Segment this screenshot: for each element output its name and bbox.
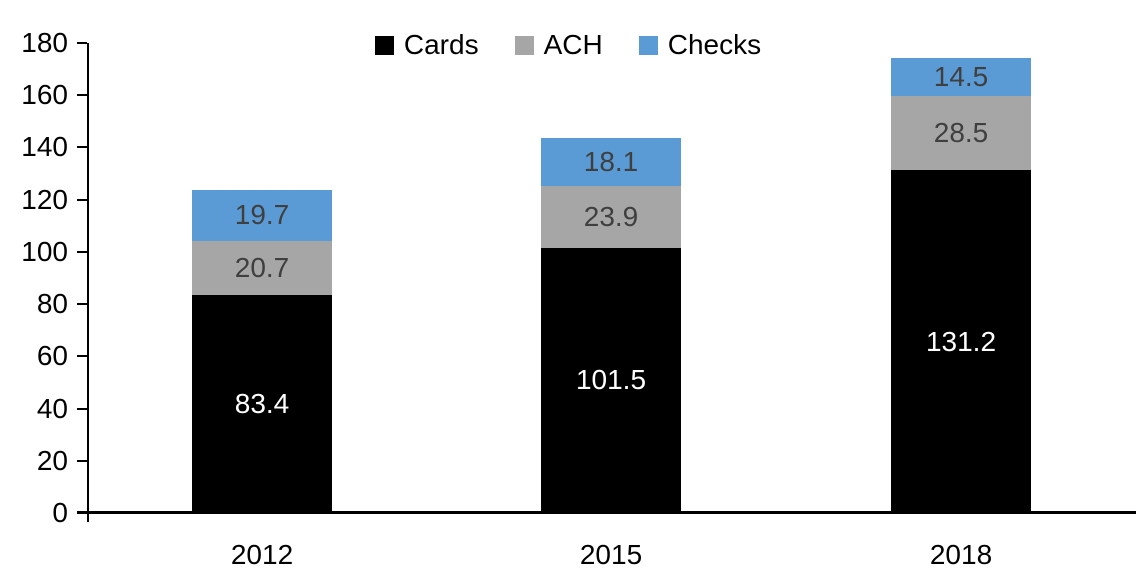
y-tick-label: 100 [21,235,68,267]
y-tick-label: 180 [21,27,68,58]
bar-segment-2012-ach: 20.7 [192,241,332,296]
bar-value-label: 101.5 [575,364,647,396]
bar-value-label: 23.9 [583,200,639,232]
bar-segment-2012-cards: 83.4 [192,295,332,513]
legend-label: Checks [667,29,762,60]
bar-segment-2018-cards: 131.2 [891,170,1031,513]
y-tick-mark [77,146,87,149]
legend-label: ACH [543,29,603,60]
legend-label: Cards [403,29,479,60]
y-tick-mark [77,512,87,514]
x-axis-label-2015: 2015 [579,539,643,570]
bar-segment-2015-ach: 23.9 [541,185,681,248]
x-axis-origin-tick [87,514,89,522]
y-tick-label: 80 [36,288,68,320]
y-tick-mark [77,42,87,44]
y-tick-mark [77,355,87,358]
bar-value-label: 131.2 [925,325,997,357]
legend-swatch-checks [638,35,658,55]
bar-value-label: 19.7 [234,199,290,231]
bar-value-label: 28.5 [933,117,989,149]
y-tick-mark [77,250,87,253]
y-tick-label: 0 [52,497,68,528]
y-axis-line [87,43,89,513]
y-tick-mark [77,303,87,306]
y-tick-label: 120 [21,183,68,215]
x-axis-label-2012: 2012 [230,539,294,570]
y-tick-label: 160 [21,79,68,111]
bar-value-label: 18.1 [583,145,639,177]
y-tick-mark [77,459,87,462]
chart-legend: Cards ACH Checks [0,31,1136,59]
bar-stack-2015: 101.5 23.9 18.1 [541,138,681,513]
bar-value-label: 14.5 [933,61,989,93]
y-tick-label: 40 [36,392,68,424]
bar-segment-2018-checks: 14.5 [891,58,1031,97]
bar-segment-2015-cards: 101.5 [541,247,681,513]
y-tick-label: 140 [21,131,68,163]
bar-value-label: 83.4 [234,388,290,420]
legend-swatch-ach [514,35,534,55]
y-tick-mark [77,94,87,97]
legend-item-cards: Cards [374,29,479,60]
y-tick-mark [77,198,87,201]
bar-segment-2012-checks: 19.7 [192,189,332,242]
bar-stack-2012: 83.4 20.7 19.7 [192,189,332,513]
bar-stack-2018: 131.2 28.5 14.5 [891,58,1031,513]
x-axis-label-2018: 2018 [929,539,993,570]
y-tick-label: 20 [36,444,68,476]
y-tick-mark [77,407,87,410]
bar-value-label: 20.7 [234,252,290,284]
bar-segment-2018-ach: 28.5 [891,96,1031,171]
legend-item-checks: Checks [638,29,762,60]
legend-item-ach: ACH [514,29,603,60]
legend-swatch-cards [374,35,394,55]
y-tick-label: 60 [36,340,68,372]
bar-segment-2015-checks: 18.1 [541,138,681,186]
